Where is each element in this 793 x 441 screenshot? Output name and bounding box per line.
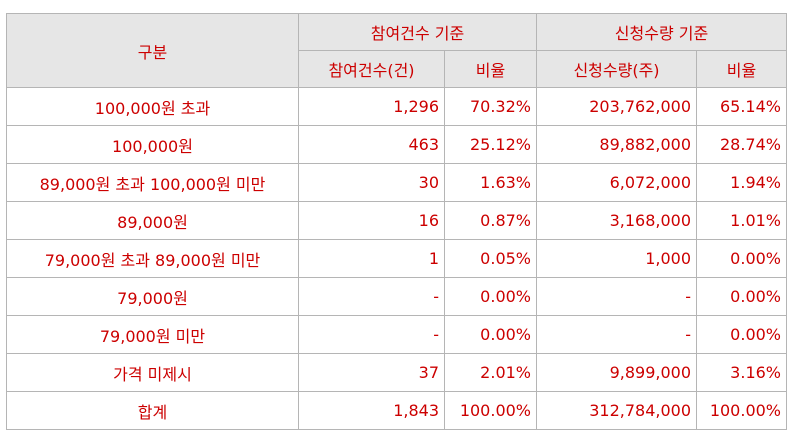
row-participants: 30 [298,163,445,202]
row-category: 가격 미제시 [6,353,299,392]
header-quantity-count: 신청수량(주) [536,50,697,88]
header-row-groups: 구분 참여건수 기준 신청수량 기준 [6,13,787,88]
row-quantity: 89,882,000 [536,125,697,164]
row-quantity-ratio: 65.14% [696,87,787,126]
row-quantity: 203,762,000 [536,87,697,126]
row-participants-ratio: 25.12% [444,125,537,164]
row-quantity: 1,000 [536,239,697,278]
table-row: 100,000원 초과 1,296 70.32% 203,762,000 65.… [6,87,787,126]
row-participants-ratio: 0.00% [444,315,537,354]
table-row-total: 합계 1,843 100.00% 312,784,000 100.00% [6,391,787,430]
row-category: 100,000원 [6,125,299,164]
row-quantity-ratio: 0.00% [696,315,787,354]
row-participants-ratio: 2.01% [444,353,537,392]
header-group-participants: 참여건수 기준 [298,13,537,51]
row-participants-ratio: 0.05% [444,239,537,278]
row-quantity-ratio: 3.16% [696,353,787,392]
header-row-columns: 참여건수(건) 비율 신청수량(주) 비율 [7,50,787,88]
table-row: 89,000원 16 0.87% 3,168,000 1.01% [6,201,787,240]
row-quantity: 9,899,000 [536,353,697,392]
row-quantity: 312,784,000 [536,391,697,430]
demand-table-container: 구분 참여건수 기준 신청수량 기준 참여건수(건) 비율 신청수량(주) 비율… [6,13,787,430]
table-row: 100,000원 463 25.12% 89,882,000 28.74% [6,125,787,164]
row-quantity-ratio: 1.01% [696,201,787,240]
row-participants: - [298,315,445,354]
row-category: 89,000원 [6,201,299,240]
row-participants: 16 [298,201,445,240]
row-participants: - [298,277,445,316]
row-quantity: - [536,315,697,354]
row-quantity: 6,072,000 [536,163,697,202]
header-quantity-ratio: 비율 [696,50,787,88]
table-row: 79,000원 - 0.00% - 0.00% [6,277,787,316]
row-participants: 1,296 [298,87,445,126]
row-quantity-ratio: 0.00% [696,277,787,316]
header-group-quantity: 신청수량 기준 [536,13,787,51]
row-participants-ratio: 1.63% [444,163,537,202]
row-quantity-ratio: 1.94% [696,163,787,202]
row-participants: 37 [298,353,445,392]
table-row: 89,000원 초과 100,000원 미만 30 1.63% 6,072,00… [6,163,787,202]
table-row: 가격 미제시 37 2.01% 9,899,000 3.16% [6,353,787,392]
table-row: 79,000원 미만 - 0.00% - 0.00% [6,315,787,354]
row-quantity-ratio: 0.00% [696,239,787,278]
row-category: 79,000원 초과 89,000원 미만 [6,239,299,278]
row-quantity-ratio: 100.00% [696,391,787,430]
row-participants-ratio: 0.87% [444,201,537,240]
row-quantity-ratio: 28.74% [696,125,787,164]
row-category: 89,000원 초과 100,000원 미만 [6,163,299,202]
row-quantity: - [536,277,697,316]
row-category: 합계 [6,391,299,430]
row-quantity: 3,168,000 [536,201,697,240]
row-category: 100,000원 초과 [6,87,299,126]
header-category: 구분 [6,13,299,88]
row-participants-ratio: 100.00% [444,391,537,430]
row-category: 79,000원 미만 [6,315,299,354]
header-participants-ratio: 비율 [444,50,537,88]
demand-forecast-table: 구분 참여건수 기준 신청수량 기준 참여건수(건) 비율 신청수량(주) 비율… [6,13,787,430]
row-category: 79,000원 [6,277,299,316]
row-participants: 1 [298,239,445,278]
row-participants: 463 [298,125,445,164]
row-participants-ratio: 0.00% [444,277,537,316]
row-participants-ratio: 70.32% [444,87,537,126]
table-row: 79,000원 초과 89,000원 미만 1 0.05% 1,000 0.00… [6,239,787,278]
header-participants-count: 참여건수(건) [298,50,445,88]
row-participants: 1,843 [298,391,445,430]
